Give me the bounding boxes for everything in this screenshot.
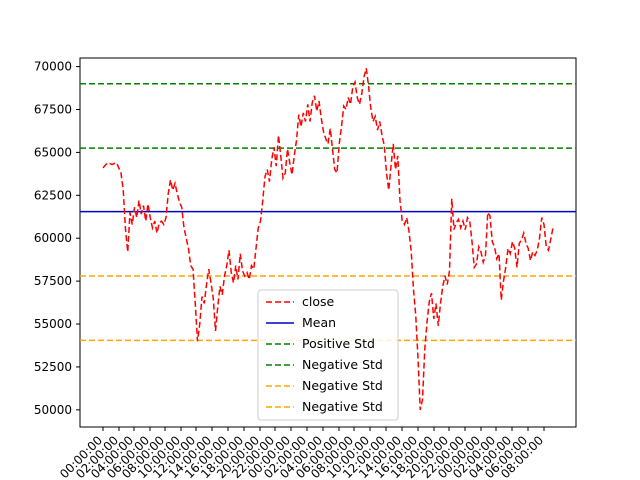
- x-axis: 00:00:0002:00:0004:00:0006:00:0008:00:00…: [57, 427, 546, 480]
- y-tick-label: 57500: [34, 274, 72, 288]
- legend-label-negative-std: Negative Std: [302, 378, 383, 393]
- legend-label-negative-std: Negative Std: [302, 399, 383, 414]
- legend-label-mean: Mean: [302, 315, 336, 330]
- y-axis: 50000 52500 55000 57500 60000 62500 65000 67500…: [34, 60, 80, 417]
- y-tick-label: 50000: [34, 403, 72, 417]
- y-tick-label: 65000: [34, 145, 72, 159]
- y-tick-label: 52500: [34, 360, 72, 374]
- y-tick-label: 62500: [34, 188, 72, 202]
- y-tick-label: 60000: [34, 231, 72, 245]
- y-tick-label: 67500: [34, 102, 72, 116]
- close-series-line: [102, 68, 554, 411]
- legend-label-positive-std: Positive Std: [302, 336, 375, 351]
- legend-label-negative-std: Negative Std: [302, 357, 383, 372]
- y-tick-label: 55000: [34, 317, 72, 331]
- legend: close Mean Positive Std Negative Std Neg…: [257, 289, 399, 421]
- y-tick-label: 70000: [34, 60, 72, 74]
- legend-label-close: close: [302, 294, 335, 309]
